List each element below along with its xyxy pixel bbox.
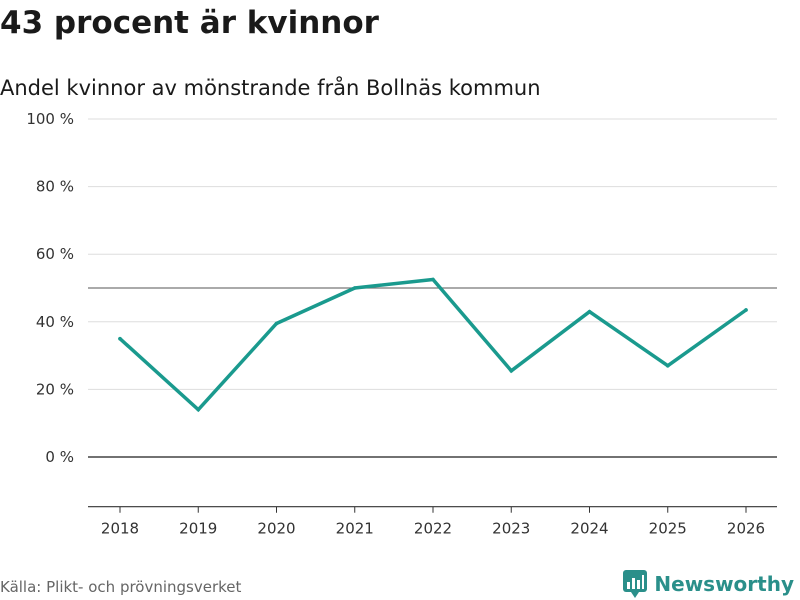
y-tick-label: 0 % [45,448,74,466]
grid-layer [88,118,777,458]
x-tick-label: 2018 [101,520,139,538]
data-point [352,286,357,290]
data-point [431,277,435,282]
data-point [196,407,201,412]
y-tick-label: 80 % [36,178,74,196]
x-tick-label: 2026 [727,520,765,538]
x-tick-label: 2023 [492,520,530,538]
data-point [509,369,514,373]
data-point [665,363,670,368]
x-tick-label: 2019 [179,520,217,538]
line-chart: 100 % 80 % 60 % 40 % 20 % 0 % 2018 2019 2020 2021… [26,110,777,538]
y-tick-label: 100 % [26,110,74,128]
y-tick-label: 60 % [36,245,74,263]
data-point [587,309,592,314]
chart-subtitle: Andel kvinnor av mönstrande från Bollnäs… [0,76,541,100]
newsworthy-logo-icon [623,570,648,598]
x-tick-label: 2020 [257,520,295,538]
x-tick-label: 2025 [649,520,687,538]
newsworthy-logo-text: Newsworthy [654,572,794,596]
source-note: Källa: Plikt- och prövningsverket [0,578,242,596]
data-point [744,308,748,312]
series-line [118,277,748,413]
chart-title: 43 procent är kvinnor [0,5,379,41]
newsworthy-logo[interactable]: Newsworthy [622,569,794,599]
x-tick-label: 2024 [570,520,608,538]
axis-layer: 100 % 80 % 60 % 40 % 20 % 0 % 2018 2019 2020 2021… [26,110,777,538]
y-tick-label: 20 % [36,380,74,398]
y-tick-label: 40 % [36,313,74,331]
x-tick-label: 2021 [336,520,374,538]
data-point [274,321,279,326]
series-layer [118,277,748,413]
x-tick-label: 2022 [414,520,452,538]
data-point [118,336,122,341]
